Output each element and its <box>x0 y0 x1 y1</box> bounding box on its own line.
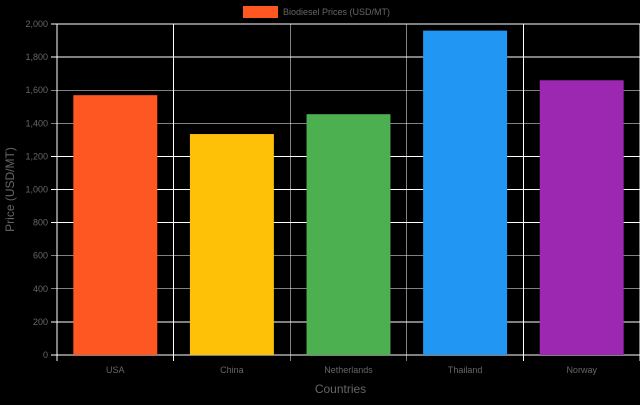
y-tick-label: 1,000 <box>25 185 48 195</box>
y-tick-label: 1,400 <box>25 118 48 128</box>
y-tick-label: 800 <box>33 218 48 228</box>
legend-swatch[interactable] <box>243 6 278 18</box>
y-axis-title: Price (USD/MT) <box>3 147 17 232</box>
y-tick-label: 0 <box>43 350 48 360</box>
y-tick-label: 2,000 <box>25 19 48 29</box>
legend[interactable]: Biodiesel Prices (USD/MT) <box>243 6 390 18</box>
y-tick-label: 1,800 <box>25 52 48 62</box>
y-tick-label: 600 <box>33 251 48 261</box>
y-tick-label: 1,600 <box>25 85 48 95</box>
bar-thailand[interactable] <box>423 30 508 356</box>
axes: 0 200 400 600 800 1,000 1,200 1,400 1,600 1,800 2,… <box>25 19 597 375</box>
x-tick-label: USA <box>106 365 125 375</box>
bar-usa[interactable] <box>73 95 158 355</box>
y-tick-label: 200 <box>33 317 48 327</box>
x-axis-title: Countries <box>315 382 366 396</box>
y-tick-label: 1,200 <box>25 151 48 161</box>
y-tick-label: 400 <box>33 284 48 294</box>
x-tick-label: China <box>220 365 244 375</box>
bars <box>73 30 624 356</box>
x-tick-label: Norway <box>566 365 597 375</box>
x-tick-label: Thailand <box>448 365 483 375</box>
bar-norway[interactable] <box>539 80 624 356</box>
x-tick-label: Netherlands <box>324 365 373 375</box>
bar-china[interactable] <box>189 134 274 355</box>
bar-netherlands[interactable] <box>306 114 391 355</box>
legend-label[interactable]: Biodiesel Prices (USD/MT) <box>283 7 390 17</box>
